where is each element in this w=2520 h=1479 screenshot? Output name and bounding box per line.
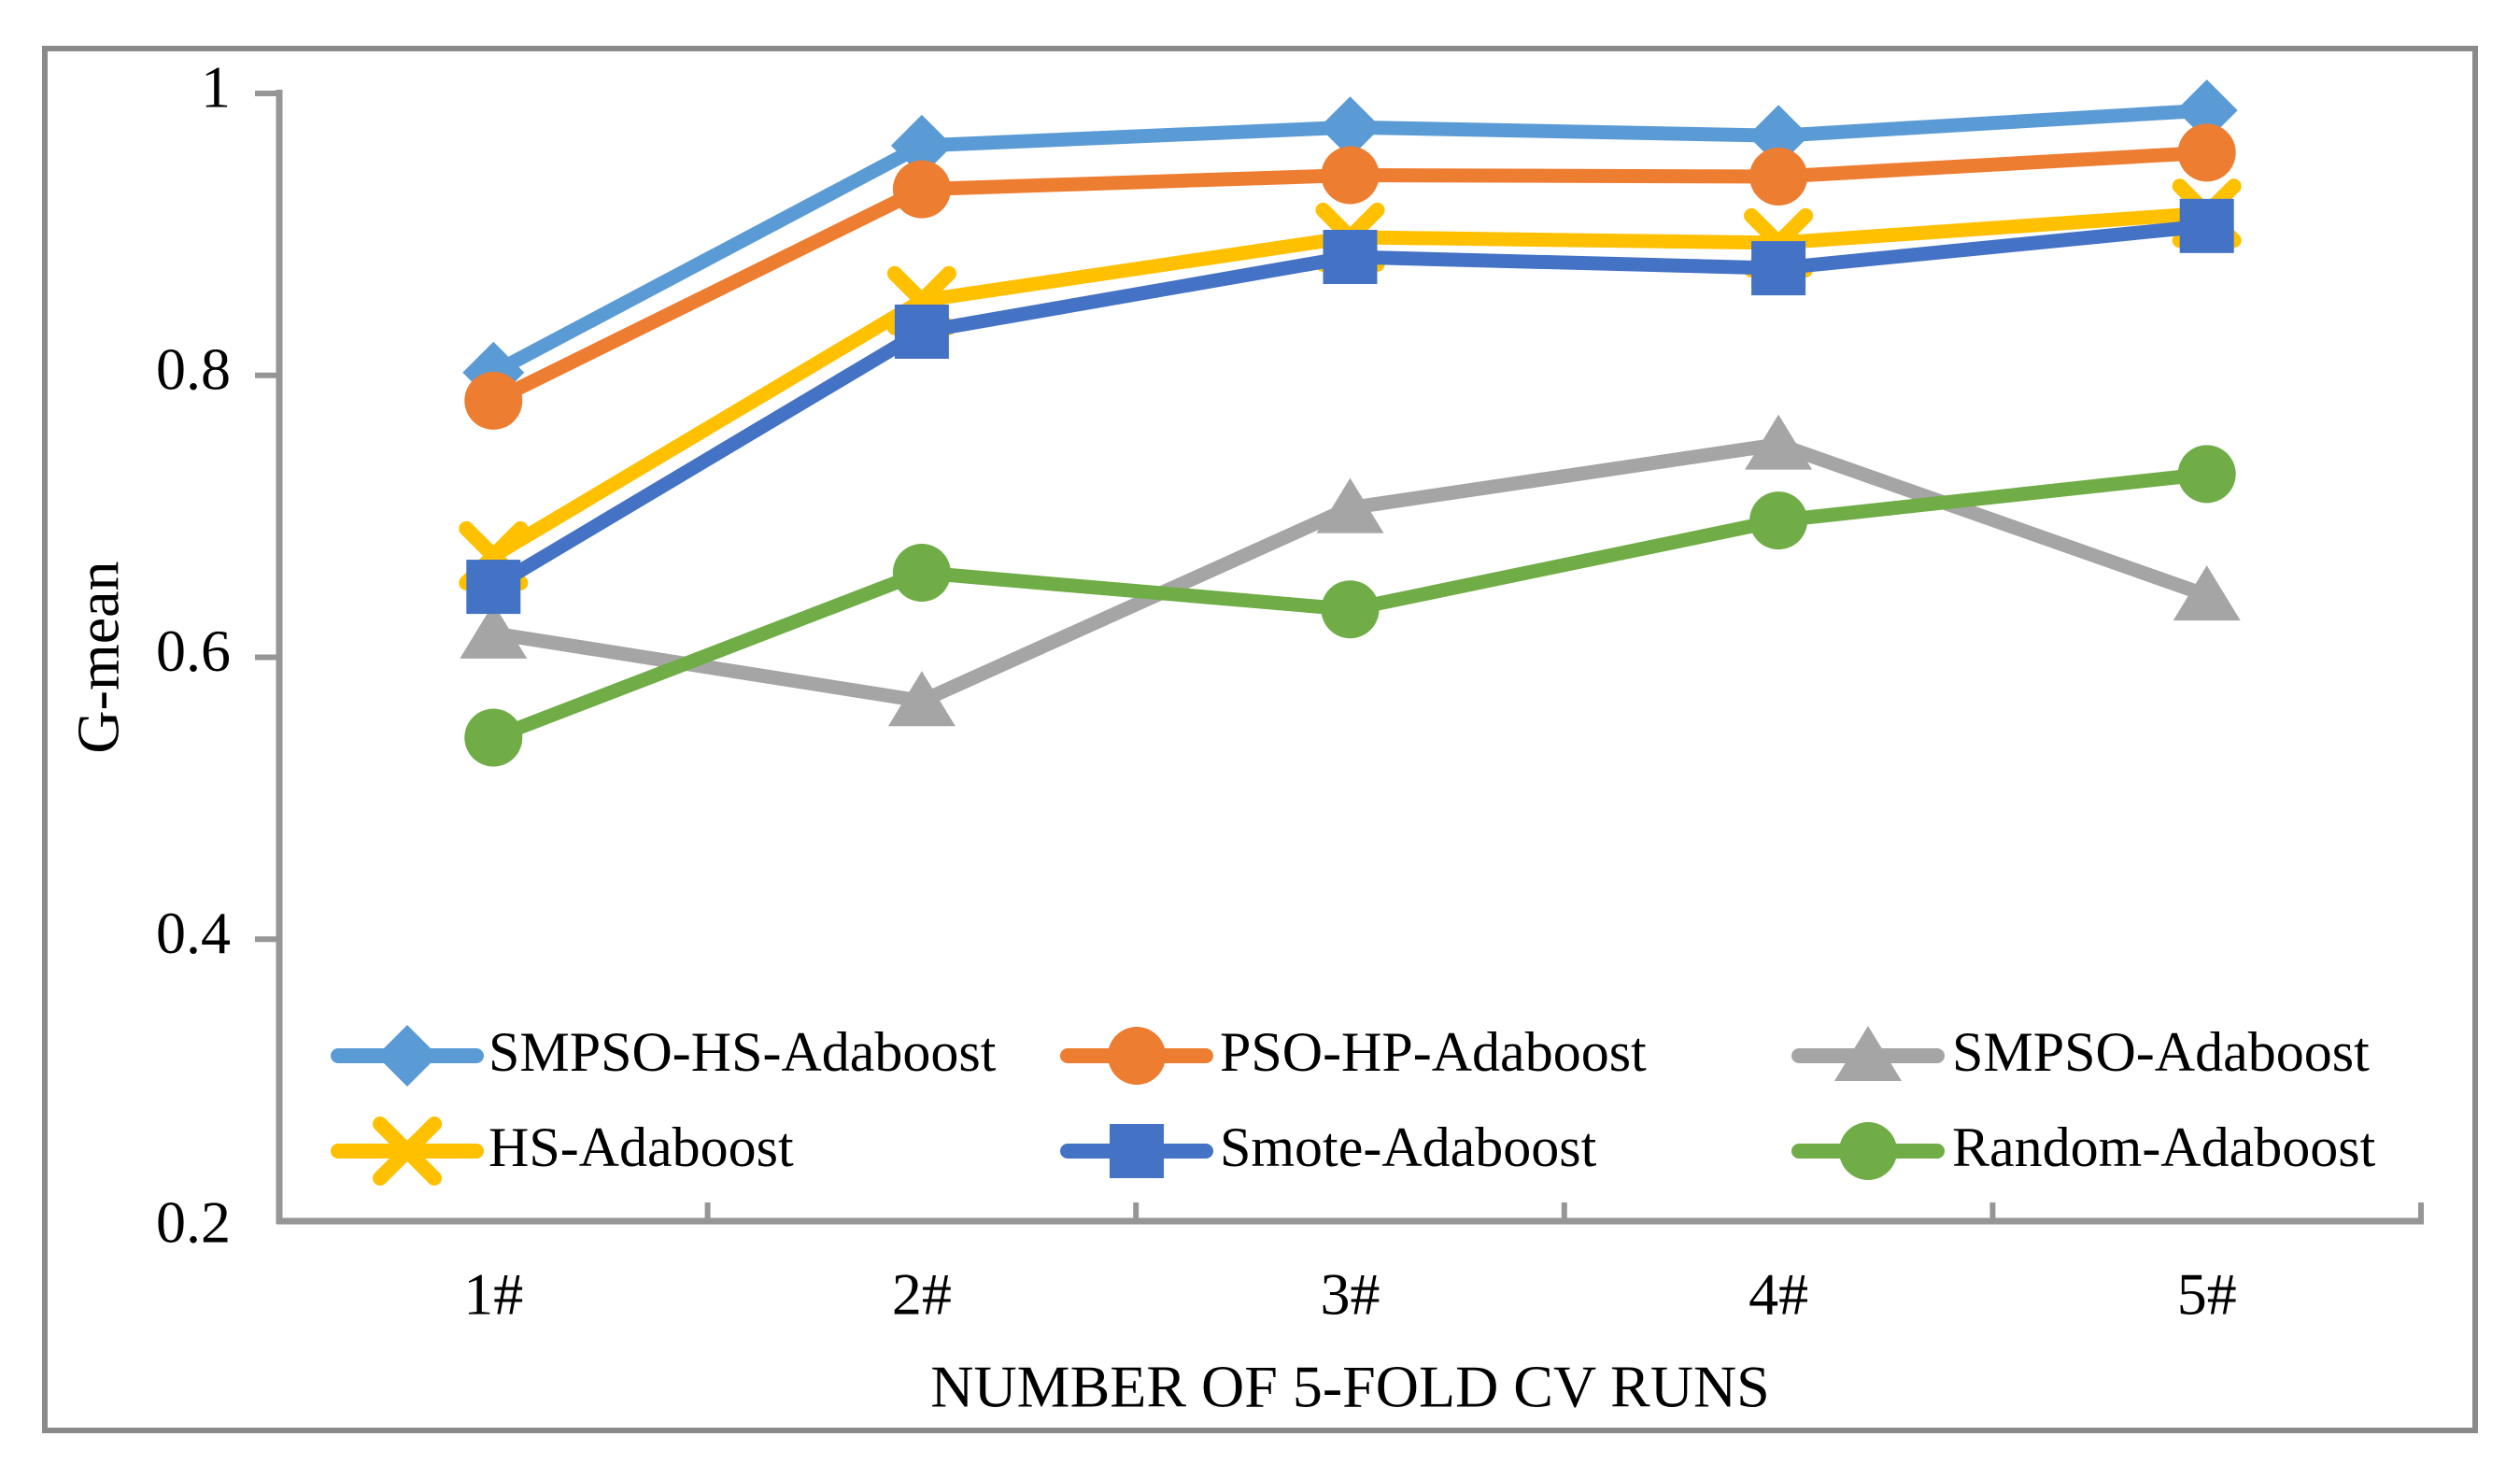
series-smote-adaboost bbox=[466, 198, 2234, 615]
x-category-label: 3# bbox=[1321, 1261, 1380, 1328]
legend-entry bbox=[1060, 1027, 1213, 1085]
y-tick-label: 0.4 bbox=[156, 900, 231, 966]
figure-border bbox=[42, 46, 2478, 1433]
legend-label: SMPSO-HS-Adaboost bbox=[488, 1021, 997, 1083]
triangle-up-marker bbox=[1745, 414, 1813, 470]
circle-marker bbox=[892, 543, 951, 602]
legend-entry bbox=[331, 1116, 484, 1186]
x-category-label: 2# bbox=[892, 1261, 952, 1328]
y-tick-label: 0.2 bbox=[156, 1189, 231, 1256]
series-smpso-adaboost bbox=[460, 414, 2241, 727]
circle-marker bbox=[1749, 148, 1808, 206]
triangle-up-marker bbox=[2173, 565, 2241, 621]
circle-marker bbox=[1321, 146, 1380, 205]
legend-diamond-marker bbox=[376, 1025, 438, 1087]
circle-marker bbox=[464, 371, 523, 430]
series-random-adaboost bbox=[464, 445, 2236, 767]
legend-label: PSO-HP-Adaboost bbox=[1220, 1021, 1647, 1083]
legend-label: SMPSO-Adaboost bbox=[1952, 1021, 2370, 1083]
circle-marker bbox=[2177, 123, 2236, 182]
y-axis-title: G-mean bbox=[65, 561, 132, 753]
diamond-marker bbox=[2175, 79, 2238, 142]
legend-label: Random-Adaboost bbox=[1952, 1116, 2376, 1178]
legend-entry bbox=[331, 1025, 484, 1087]
diamond-marker bbox=[1748, 105, 1810, 167]
legend-x-cross-marker bbox=[373, 1116, 442, 1186]
diamond-marker bbox=[1319, 96, 1381, 159]
circle-marker bbox=[1321, 580, 1380, 639]
square-marker bbox=[1751, 241, 1806, 296]
legend-square-marker bbox=[1110, 1124, 1164, 1178]
legend-entry bbox=[1791, 1026, 1945, 1081]
legend-label: HS-Adaboost bbox=[488, 1116, 794, 1178]
x-axis-title: NUMBER OF 5-FOLD CV RUNS bbox=[930, 1354, 1770, 1420]
square-marker bbox=[894, 304, 949, 359]
triangle-up-marker bbox=[1316, 477, 1384, 533]
x-category-label: 1# bbox=[463, 1261, 523, 1328]
legend-circle-marker bbox=[1839, 1122, 1897, 1180]
circle-marker bbox=[892, 160, 951, 219]
y-tick-label: 0.8 bbox=[156, 335, 231, 402]
legend-circle-marker bbox=[1108, 1027, 1166, 1085]
circle-marker bbox=[1749, 491, 1808, 550]
legend-entry bbox=[1060, 1124, 1213, 1178]
legend-triangle-up-marker bbox=[1834, 1026, 1902, 1081]
x-category-label: 4# bbox=[1748, 1261, 1808, 1328]
circle-marker bbox=[2177, 445, 2236, 504]
square-marker bbox=[1323, 230, 1378, 285]
diamond-marker bbox=[890, 114, 953, 177]
legend-label: Smote-Adaboost bbox=[1220, 1116, 1597, 1178]
square-marker bbox=[2179, 198, 2234, 253]
triangle-up-marker bbox=[887, 671, 956, 727]
triangle-up-marker bbox=[460, 603, 528, 659]
circle-marker bbox=[464, 708, 523, 767]
series-pso-hp-adaboost bbox=[464, 123, 2236, 430]
square-marker bbox=[466, 560, 521, 615]
y-tick-label: 0.6 bbox=[156, 618, 231, 684]
legend-entry bbox=[1791, 1122, 1945, 1180]
x-category-label: 5# bbox=[2177, 1261, 2237, 1328]
y-tick-label: 1 bbox=[201, 54, 231, 121]
